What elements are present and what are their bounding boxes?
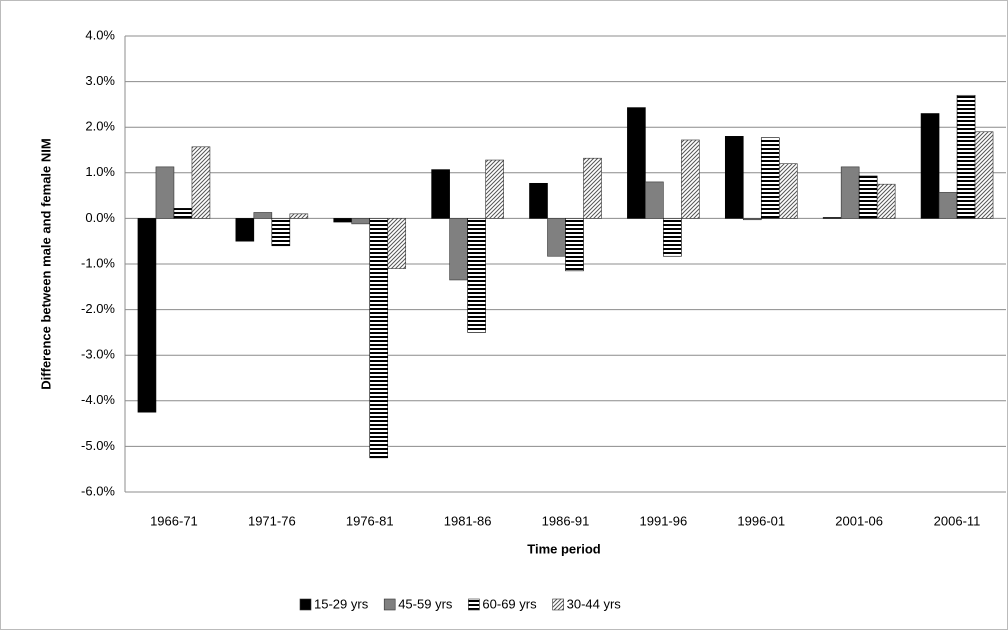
bar xyxy=(253,212,273,219)
y-tick-label: -1.0% xyxy=(81,255,115,270)
legend-swatch xyxy=(383,598,396,611)
x-tick-label: 1971-76 xyxy=(248,513,296,528)
bar xyxy=(858,175,878,219)
bar xyxy=(137,218,157,413)
bar xyxy=(369,218,389,459)
y-tick-label: -4.0% xyxy=(81,392,115,407)
bar xyxy=(742,218,762,221)
bar xyxy=(822,217,842,219)
bar xyxy=(387,218,407,269)
bar xyxy=(583,157,602,219)
bar xyxy=(565,218,584,272)
bar xyxy=(956,94,976,219)
bar xyxy=(974,131,994,219)
y-tick-label: 4.0% xyxy=(85,27,115,42)
bar xyxy=(627,107,646,219)
bar xyxy=(449,218,468,281)
bar xyxy=(529,182,548,219)
y-tick-label: -5.0% xyxy=(81,438,115,453)
x-tick-label: 1996-01 xyxy=(737,513,785,528)
bar xyxy=(663,218,682,257)
bar xyxy=(645,181,664,219)
bar xyxy=(271,218,291,247)
bar xyxy=(876,183,896,219)
bar xyxy=(724,136,744,219)
bar xyxy=(289,213,309,219)
legend-swatch xyxy=(468,598,480,611)
y-tick-label: -3.0% xyxy=(81,347,115,362)
x-tick-label: 1991-96 xyxy=(640,513,688,528)
bar xyxy=(681,139,700,219)
bar xyxy=(467,218,486,333)
bar xyxy=(173,208,193,219)
x-tick-label: 1976-81 xyxy=(346,513,394,528)
y-axis-title: Difference between male and female NIM xyxy=(38,138,53,389)
legend-swatch xyxy=(552,598,564,611)
x-tick-label: 1966-71 xyxy=(150,513,198,528)
bar xyxy=(547,218,566,257)
bar xyxy=(760,137,780,219)
legend-label: 45-59 yrs xyxy=(398,596,453,611)
bar xyxy=(778,163,798,219)
bar xyxy=(155,166,175,219)
bar xyxy=(235,218,255,242)
legend-label: 30-44 yrs xyxy=(567,596,622,611)
bar xyxy=(351,218,371,225)
bar xyxy=(920,113,940,219)
y-tick-label: 3.0% xyxy=(85,73,115,88)
y-tick-label: 2.0% xyxy=(85,119,115,134)
bar xyxy=(333,218,353,223)
bar xyxy=(840,166,860,219)
legend-label: 60-69 yrs xyxy=(482,596,537,611)
x-tick-label: 1986-91 xyxy=(542,513,590,528)
y-tick-label: 0.0% xyxy=(85,210,115,225)
bar xyxy=(431,169,450,219)
bar xyxy=(485,159,504,219)
bar xyxy=(938,192,958,219)
y-tick-label: 1.0% xyxy=(85,164,115,179)
y-tick-label: -6.0% xyxy=(81,483,115,498)
x-tick-label: 2001-06 xyxy=(835,513,883,528)
legend-label: 15-29 yrs xyxy=(314,596,369,611)
x-tick-label: 2006-11 xyxy=(934,513,981,528)
bar xyxy=(191,146,211,219)
legend-swatch xyxy=(299,598,312,611)
y-tick-label: -2.0% xyxy=(81,301,115,316)
x-axis-title: Time period xyxy=(527,541,601,556)
x-tick-label: 1981-86 xyxy=(444,513,492,528)
